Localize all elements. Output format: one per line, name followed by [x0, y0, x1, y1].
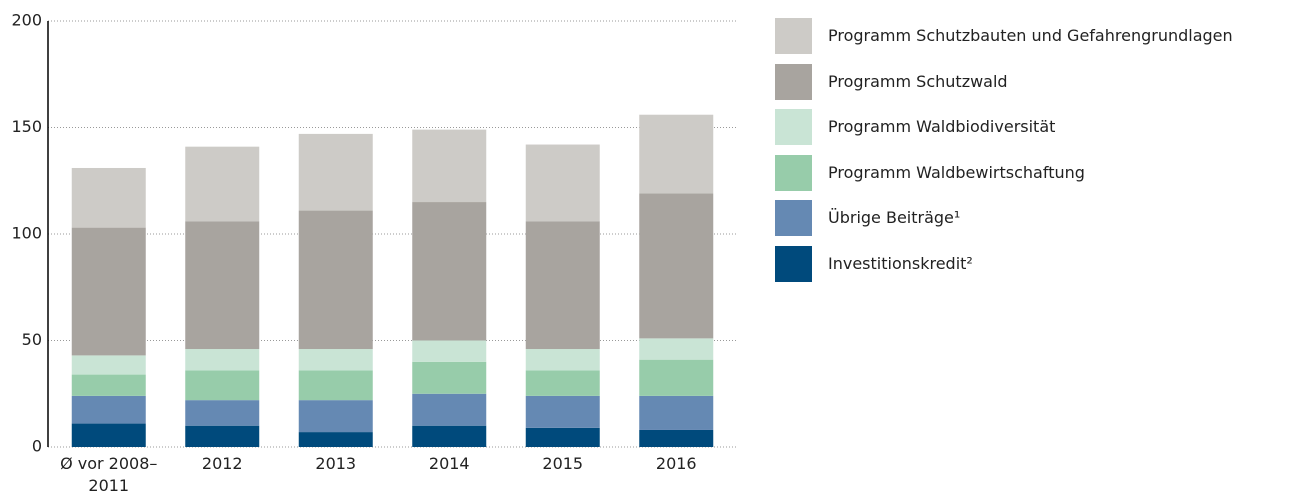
- bar-segment: [71, 167, 146, 228]
- bar-segment: [185, 221, 260, 350]
- legend-label: Programm Schutzwald: [828, 71, 1008, 91]
- bar-segment: [412, 393, 487, 426]
- legend-label: Programm Schutzbauten und Gefahrengrundl…: [828, 26, 1233, 45]
- bar-segment: [71, 374, 146, 396]
- legend-swatch: [775, 63, 812, 100]
- x-tick-label: 2012: [201, 454, 243, 473]
- legend-swatch: [775, 18, 812, 54]
- bar-segment: [71, 395, 146, 424]
- bar-segment: [525, 349, 600, 371]
- bar-segment: [71, 227, 146, 356]
- bar-segment: [298, 400, 373, 433]
- bar-segment: [525, 144, 600, 222]
- bar-segment: [639, 359, 714, 396]
- bar-segment: [525, 395, 600, 428]
- bar-segment: [639, 429, 714, 447]
- bar-segment: [412, 361, 487, 394]
- x-tick-label: 2016: [655, 454, 697, 473]
- bar-segment: [412, 425, 487, 447]
- legend-label: Investitionskredit²: [828, 253, 973, 273]
- bar-segment: [185, 400, 260, 426]
- bar-segment: [639, 114, 714, 194]
- bar-segment: [71, 423, 146, 447]
- bar-segment: [412, 202, 487, 341]
- bar-segment: [185, 425, 260, 447]
- y-tick-label: 0: [32, 437, 42, 456]
- bar-segment: [639, 193, 714, 339]
- legend-swatch: [775, 245, 812, 282]
- bar-segment: [298, 133, 373, 211]
- bar-segment: [71, 355, 146, 375]
- x-tick-label: 2013: [315, 454, 357, 473]
- legend-label: Übrige Beiträge¹: [828, 208, 961, 227]
- bar-segment: [185, 370, 260, 401]
- bar-segment: [639, 395, 714, 430]
- bar-segment: [185, 146, 260, 222]
- y-tick-label: 100: [11, 224, 42, 243]
- y-tick-label: 200: [11, 11, 42, 30]
- bar-segment: [298, 349, 373, 371]
- legend-swatch: [775, 200, 812, 236]
- bar-segment: [412, 340, 487, 362]
- x-tick-label: Ø vor 2008–2011: [60, 454, 158, 495]
- bar-segment: [525, 427, 600, 447]
- bar-segment: [185, 349, 260, 371]
- bar-segment: [639, 338, 714, 360]
- legend-label: Programm Waldbewirtschaftung: [828, 162, 1085, 182]
- bar-segment: [525, 221, 600, 350]
- x-tick-label: 2015: [542, 454, 584, 473]
- bar-segment: [298, 370, 373, 401]
- legend-swatch: [775, 109, 812, 145]
- bar-segment: [298, 432, 373, 447]
- bar-segment: [298, 210, 373, 350]
- bar-segment: [412, 129, 487, 203]
- legend-label: Programm Waldbiodiversität: [828, 117, 1056, 136]
- y-tick-label: 50: [22, 330, 42, 349]
- legend-swatch: [775, 154, 812, 191]
- y-tick-label: 150: [11, 117, 42, 136]
- x-tick-label: 2014: [428, 454, 470, 473]
- bar-segment: [525, 370, 600, 396]
